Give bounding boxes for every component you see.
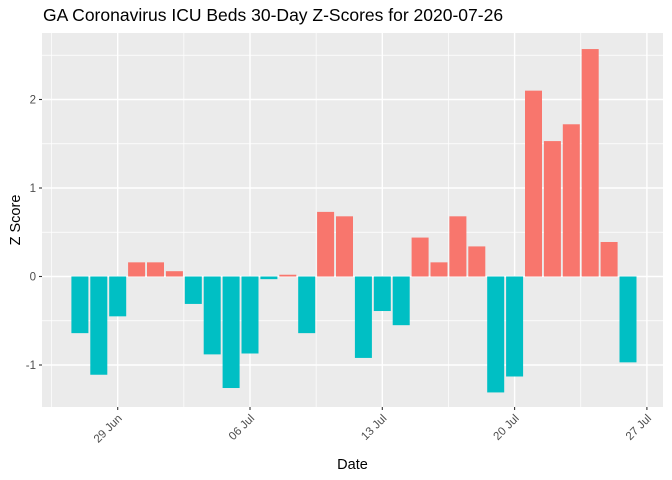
bar-2020-07-20: [506, 276, 524, 377]
bar-2020-07-10: [317, 211, 335, 277]
x-tick-label: 06 Jul: [227, 413, 257, 443]
bar-2020-06-28: [90, 276, 108, 375]
bar-2020-07-03: [184, 276, 202, 304]
bar-2020-07-16: [430, 262, 448, 277]
bar-2020-07-08: [279, 274, 297, 277]
bar-2020-06-30: [128, 262, 146, 277]
bar-2020-07-22: [543, 141, 561, 277]
bar-2020-07-18: [468, 246, 486, 277]
bar-2020-07-25: [600, 241, 618, 277]
bar-2020-06-29: [109, 276, 127, 317]
bar-2020-07-19: [487, 276, 505, 393]
y-tick-label: 2: [30, 95, 36, 107]
bar-2020-07-04: [203, 276, 221, 355]
bar-2020-07-09: [298, 276, 316, 334]
x-tick-label: 20 Jul: [492, 413, 522, 443]
bar-2020-07-12: [354, 276, 372, 358]
y-tick-label: 1: [30, 183, 36, 195]
bar-2020-07-23: [562, 124, 580, 277]
bar-2020-07-24: [581, 49, 599, 277]
bar-2020-07-07: [260, 276, 278, 280]
y-tick-label: 0: [30, 272, 36, 284]
bar-2020-07-26: [619, 276, 637, 363]
bar-2020-07-01: [147, 262, 164, 277]
bar-2020-07-21: [525, 90, 542, 277]
y-tick-label: -1: [26, 360, 36, 372]
chart-title: GA Coronavirus ICU Beds 30-Day Z-Scores …: [43, 5, 503, 25]
bar-2020-07-11: [336, 216, 353, 277]
x-axis-title: Date: [337, 457, 368, 473]
x-tick-label: 29 Jun: [92, 413, 125, 446]
y-axis-title: Z Score: [8, 195, 24, 246]
bar-2020-07-13: [373, 276, 391, 312]
x-tick-label: 13 Jul: [359, 413, 389, 443]
bar-2020-07-15: [411, 237, 429, 277]
bar-2020-07-17: [449, 216, 467, 277]
bar-2020-07-14: [392, 276, 410, 326]
bar-2020-07-05: [222, 276, 240, 389]
bar-2020-06-27: [71, 276, 89, 334]
bar-2020-07-06: [241, 276, 259, 354]
x-tick-label: 27 Jul: [624, 413, 654, 443]
bar-2020-07-02: [165, 271, 183, 277]
